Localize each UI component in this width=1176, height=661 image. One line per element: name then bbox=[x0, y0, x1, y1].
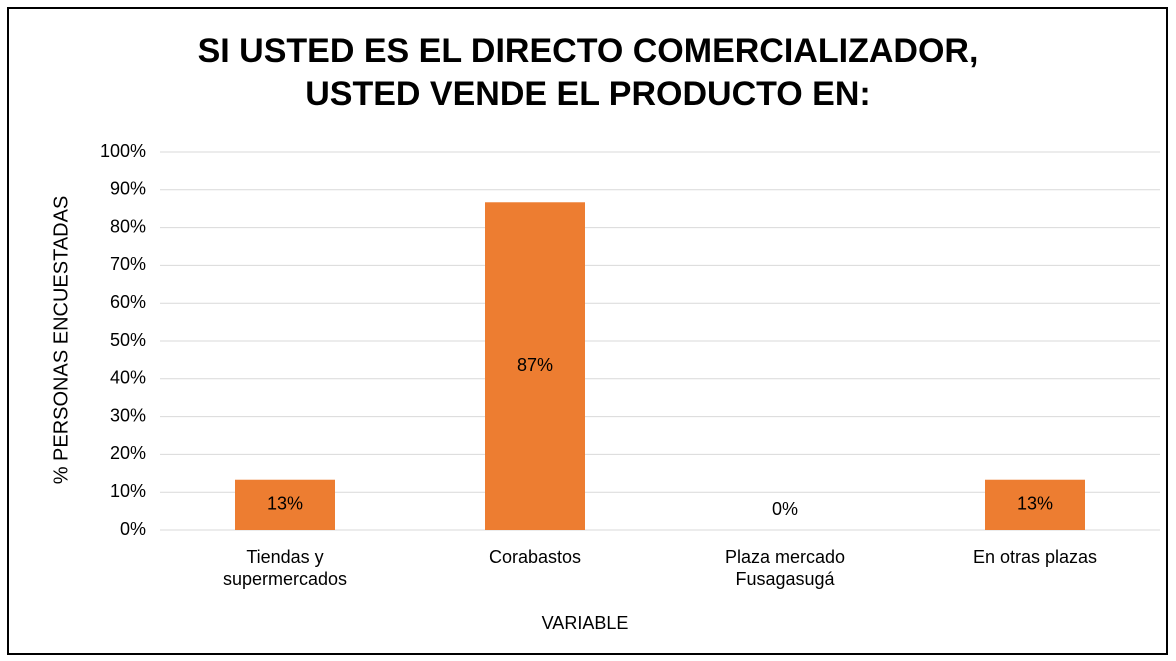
x-tick-label: Corabastos bbox=[488, 547, 582, 567]
x-axis-label: VARIABLE bbox=[542, 613, 629, 633]
y-axis-label: % PERSONAS ENCUESTADAS bbox=[50, 196, 72, 485]
data-label: 87% bbox=[517, 355, 553, 375]
y-tick-label: 0% bbox=[120, 519, 146, 539]
chart-border bbox=[7, 7, 1168, 655]
x-tick-label: En otras plazas bbox=[972, 547, 1098, 567]
bar bbox=[485, 202, 585, 531]
y-tick-label: 80% bbox=[110, 216, 146, 236]
bar bbox=[985, 479, 1085, 530]
y-tick-label: 70% bbox=[110, 254, 146, 274]
chart-title: SI USTED ES EL DIRECTO COMERCIALIZADOR, … bbox=[197, 32, 979, 113]
y-tick-label: 10% bbox=[110, 481, 146, 501]
x-tick-label: Plaza mercado Fusagasugá bbox=[724, 547, 846, 589]
data-label: 0% bbox=[772, 499, 798, 519]
data-label: 13% bbox=[1017, 494, 1053, 514]
y-tick-label: 50% bbox=[110, 330, 146, 350]
y-tick-label: 100% bbox=[100, 141, 146, 161]
y-tick-label: 90% bbox=[110, 179, 146, 199]
y-tick-label: 40% bbox=[110, 368, 146, 388]
y-tick-label: 30% bbox=[110, 405, 146, 425]
y-tick-label: 60% bbox=[110, 292, 146, 312]
bar bbox=[235, 479, 335, 530]
y-tick-label: 20% bbox=[110, 443, 146, 463]
x-tick-label: Tiendas y supermercados bbox=[222, 547, 348, 589]
data-label: 13% bbox=[267, 494, 303, 514]
